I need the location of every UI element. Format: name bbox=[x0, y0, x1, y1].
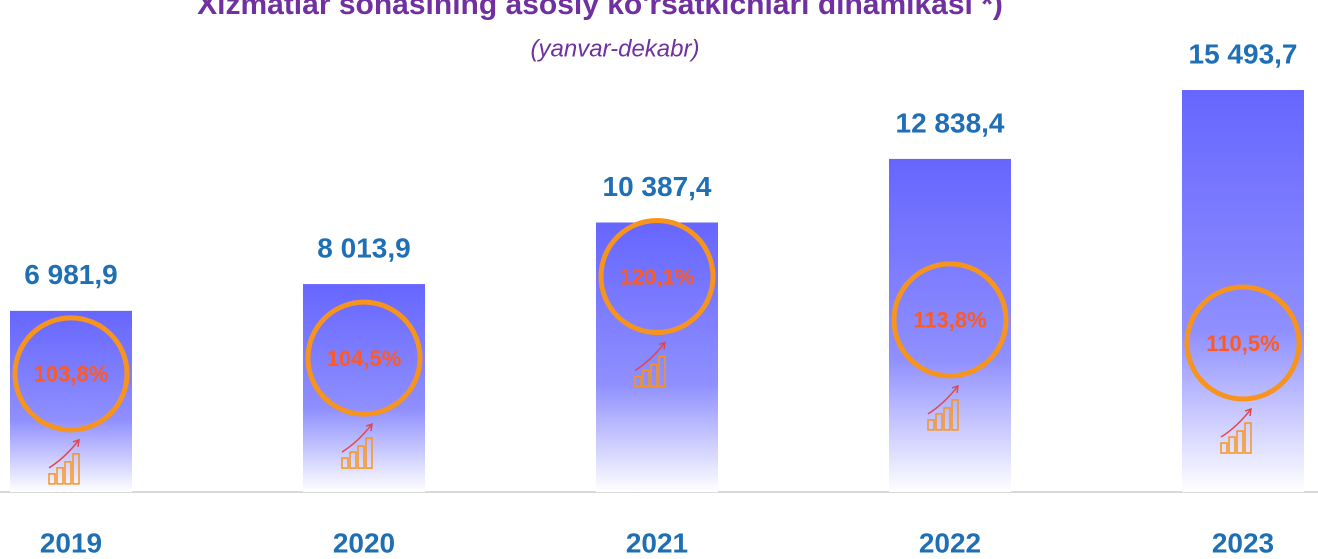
growth-circle bbox=[1184, 284, 1302, 402]
icon-arrow bbox=[1220, 407, 1252, 438]
icon-arrow bbox=[48, 438, 80, 469]
icon-bar bbox=[951, 399, 959, 431]
chart-title: Xizmatlar sohasining asosiy ko'rsatkichl… bbox=[197, 0, 1003, 21]
icon-bar bbox=[1244, 422, 1252, 454]
growth-icon bbox=[1220, 407, 1252, 454]
icon-bar bbox=[64, 461, 72, 485]
growth-icon bbox=[48, 438, 80, 485]
icon-bar bbox=[634, 375, 642, 388]
growth-label: 103,8% bbox=[34, 362, 109, 387]
bar bbox=[889, 158, 1011, 492]
icon-bar bbox=[650, 363, 658, 388]
x-tick-label: 2020 bbox=[333, 527, 395, 558]
growth-icon bbox=[634, 341, 666, 388]
growth-icon bbox=[927, 384, 959, 431]
growth-icon bbox=[341, 422, 373, 469]
growth-label: 110,5% bbox=[1206, 331, 1279, 356]
x-tick-label: 2021 bbox=[626, 527, 688, 558]
icon-bar bbox=[56, 467, 64, 485]
icon-bar bbox=[341, 457, 349, 469]
value-label: 10 387,4 bbox=[603, 171, 712, 202]
bar bbox=[596, 222, 718, 492]
icon-bar bbox=[658, 355, 666, 388]
icon-bar bbox=[72, 453, 80, 485]
icon-bar bbox=[935, 413, 943, 431]
icon-bar bbox=[349, 451, 357, 469]
icon-bar bbox=[357, 445, 365, 469]
icon-bar bbox=[1228, 436, 1236, 454]
x-tick-label: 2023 bbox=[1212, 527, 1274, 558]
icon-bar bbox=[927, 419, 935, 431]
growth-label: 104,5% bbox=[327, 346, 402, 371]
growth-circle bbox=[598, 218, 716, 336]
icon-bar bbox=[1220, 442, 1228, 454]
value-label: 15 493,7 bbox=[1189, 38, 1298, 69]
x-tick-label: 2022 bbox=[919, 527, 981, 558]
value-label: 6 981,9 bbox=[24, 259, 117, 290]
growth-label: 113,8% bbox=[913, 308, 986, 333]
growth-label: 120,1% bbox=[620, 264, 695, 289]
icon-arrow bbox=[341, 422, 373, 453]
bar bbox=[1182, 90, 1304, 492]
growth-circle bbox=[891, 261, 1009, 379]
icon-bar bbox=[642, 369, 650, 388]
icon-bar bbox=[943, 407, 951, 431]
icon-arrow bbox=[927, 384, 959, 415]
icon-arrow bbox=[634, 341, 666, 372]
growth-circle bbox=[305, 299, 423, 417]
x-tick-label: 2019 bbox=[40, 527, 102, 558]
icon-bar bbox=[1236, 430, 1244, 454]
growth-circle bbox=[12, 315, 130, 433]
value-label: 12 838,4 bbox=[896, 107, 1005, 138]
chart-subtitle: (yanvar-dekabr) bbox=[531, 35, 700, 62]
value-label: 8 013,9 bbox=[317, 232, 410, 263]
icon-bar bbox=[365, 437, 373, 469]
icon-bar bbox=[48, 473, 56, 485]
